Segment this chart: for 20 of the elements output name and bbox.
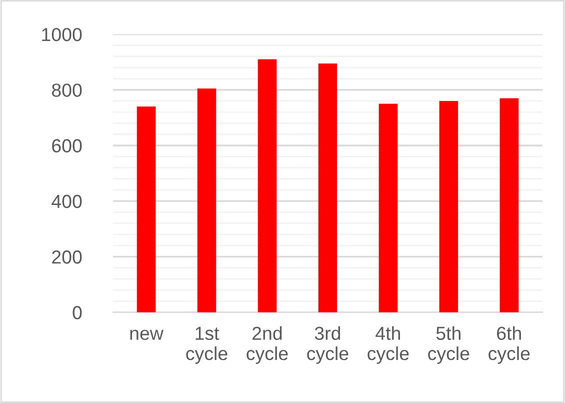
y-tick-label: 0: [72, 306, 82, 320]
bar: [439, 100, 458, 312]
bar: [378, 104, 398, 312]
y-tick-label: 400: [52, 194, 82, 208]
x-tick-label: 2nd cycle: [246, 326, 288, 364]
bar: [258, 59, 277, 312]
bar: [500, 98, 519, 312]
x-tick-label: new: [130, 330, 164, 340]
y-tick-label: 200: [52, 250, 82, 264]
x-tick-label: 1st cycle: [186, 326, 228, 364]
bar: [318, 63, 338, 312]
bar: [136, 106, 156, 312]
y-tick-label: 1000: [42, 28, 82, 42]
x-tick-label: 5th cycle: [428, 326, 470, 364]
y-tick-label: 800: [52, 84, 82, 97]
x-tick-label: 3rd cycle: [307, 326, 348, 364]
bar: [197, 88, 216, 312]
y-tick-label: 600: [52, 139, 82, 152]
x-tick-label: 4th cycle: [368, 326, 409, 364]
x-tick-label: 6th cycle: [488, 326, 530, 364]
